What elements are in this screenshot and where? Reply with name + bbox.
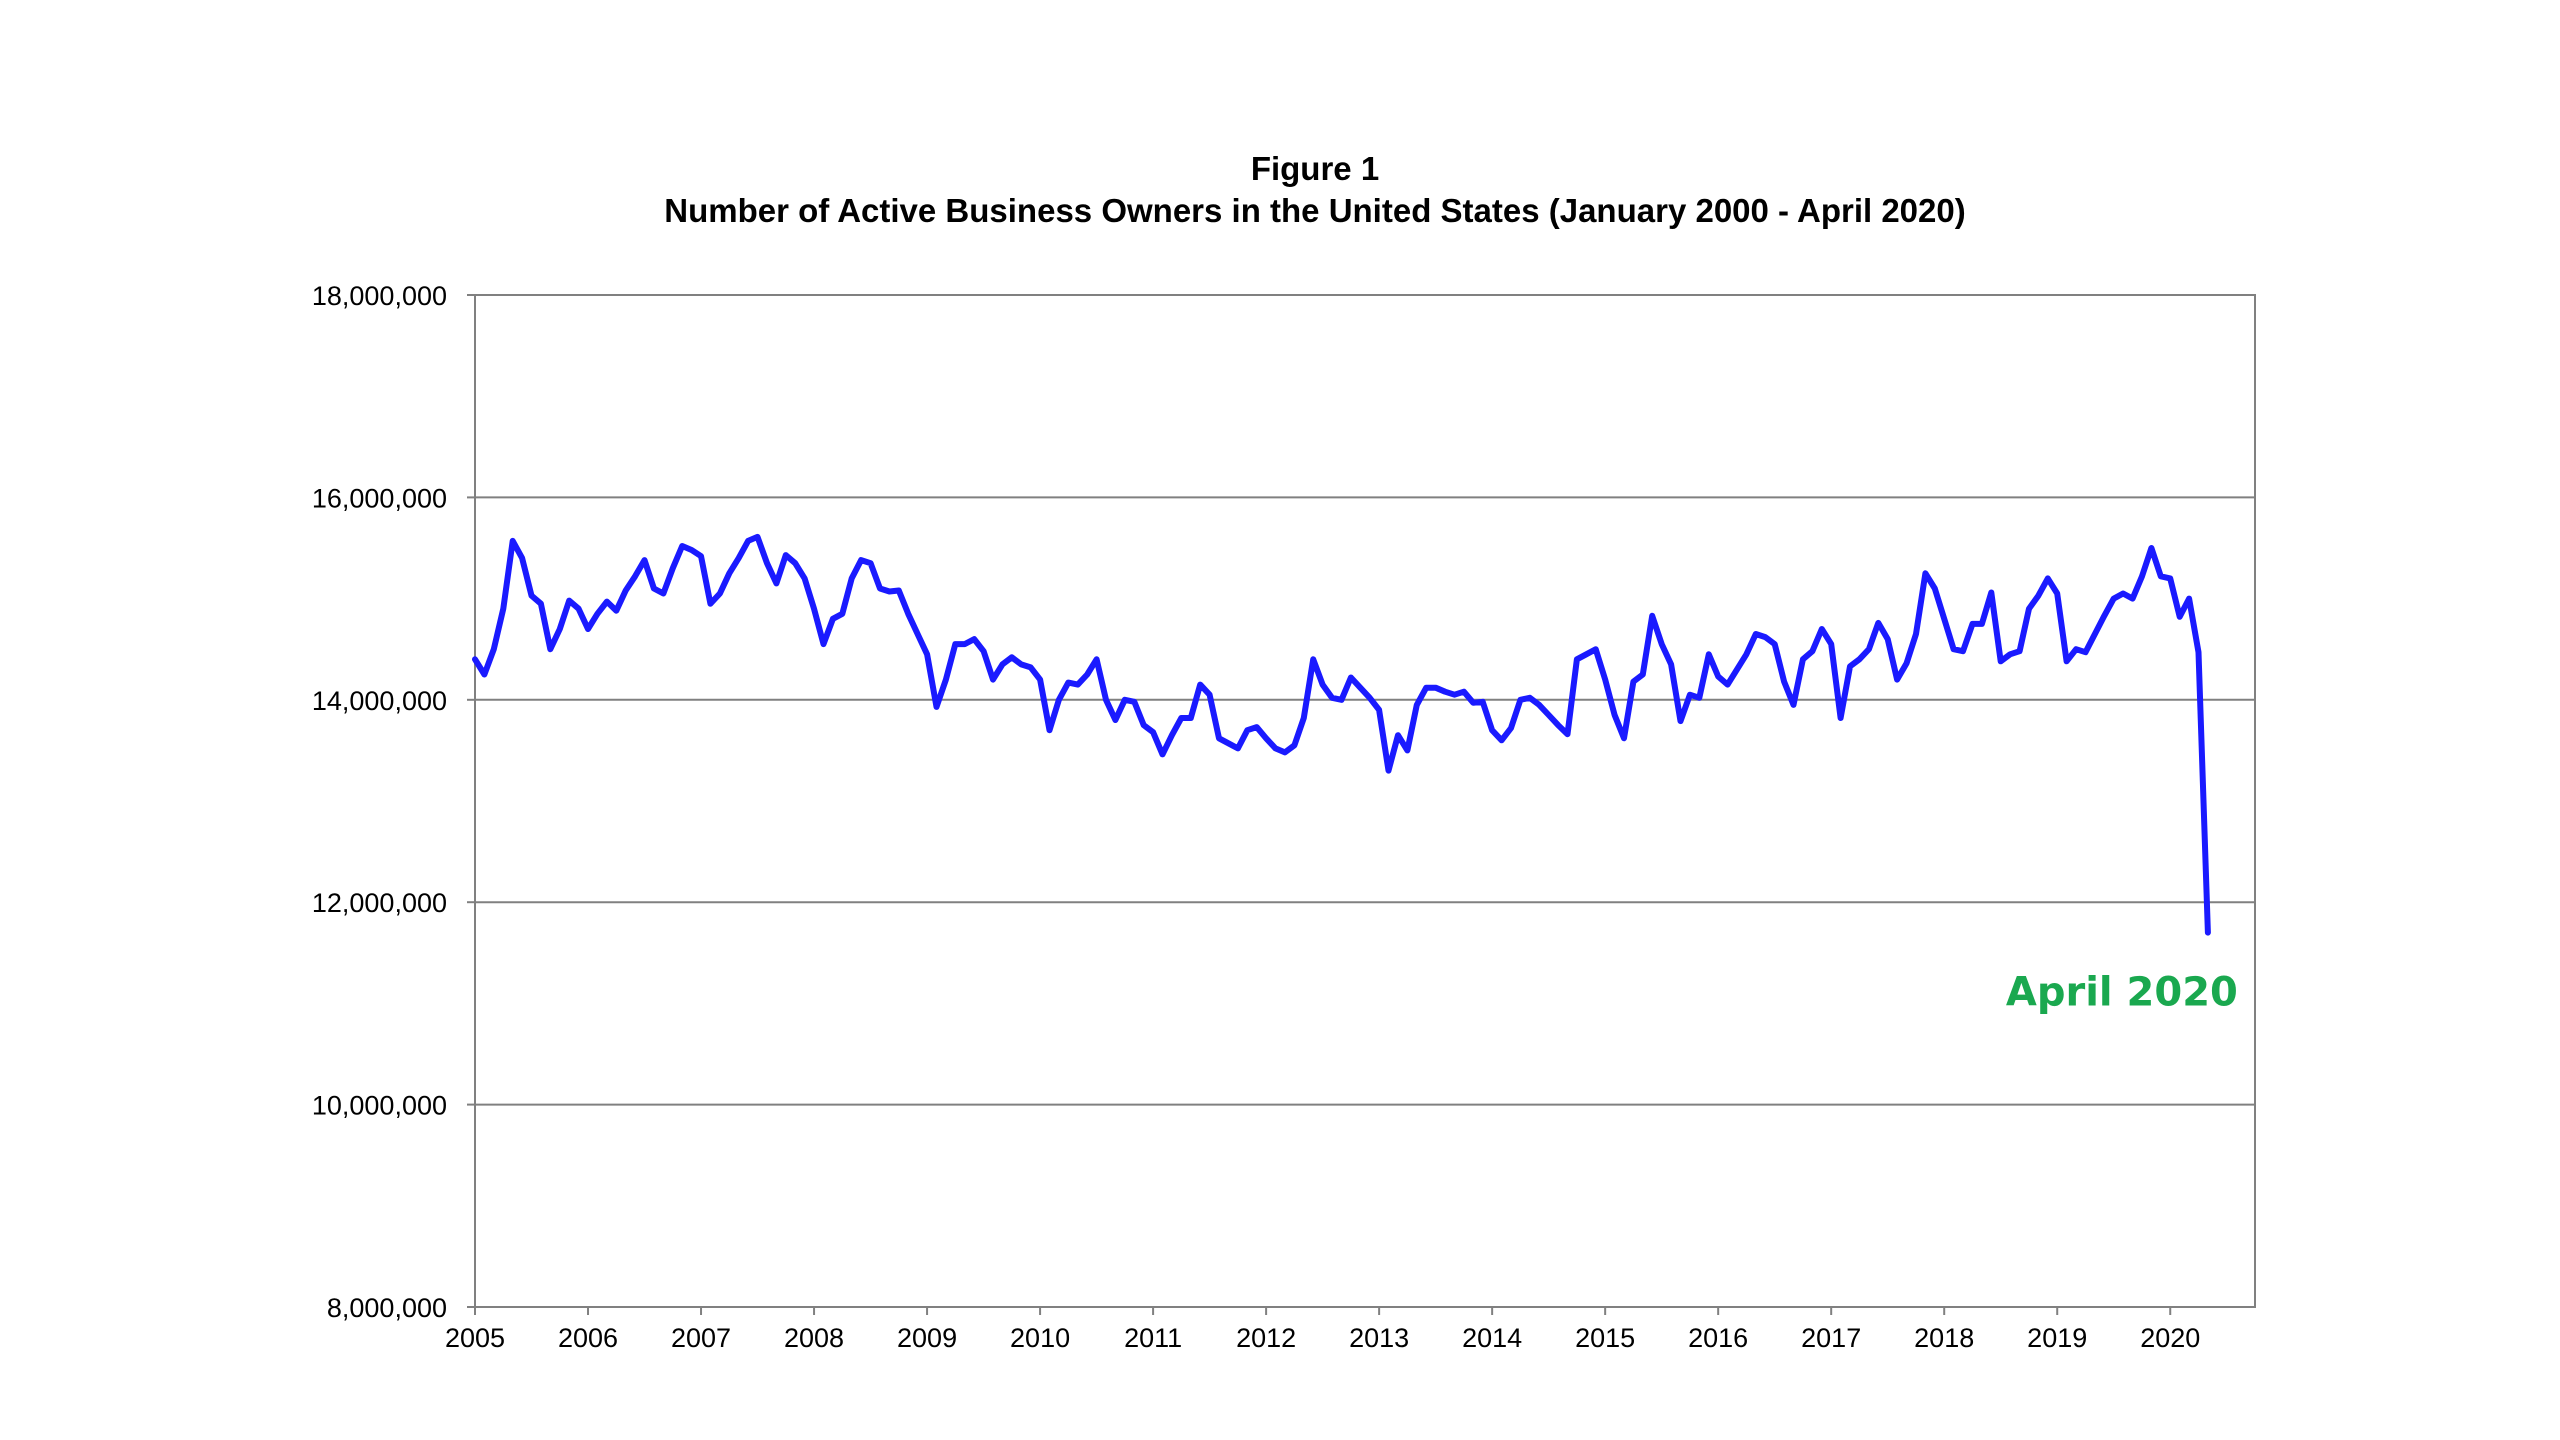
x-axis: 2005 2006 2007 2008 2009 2010 2011 2012 2013 2014… <box>445 1307 2200 1353</box>
series-line <box>472 533 2211 936</box>
gridlines <box>475 294 2255 1308</box>
x-tick-label: 2011 <box>1124 1323 1182 1353</box>
x-tick-label: 2009 <box>897 1323 957 1353</box>
y-axis: 8,000,000 10,000,000 12,000,000 14,000,000 1… <box>312 281 475 1323</box>
chart-title: Figure 1 <box>1251 150 1379 187</box>
series-group <box>472 533 2211 936</box>
y-tick-label: 8,000,000 <box>327 1293 447 1323</box>
y-tick-label: 12,000,000 <box>312 888 447 918</box>
y-tick-label: 10,000,000 <box>312 1091 447 1121</box>
x-tick-label: 2012 <box>1236 1323 1296 1353</box>
annotation-label: April 2020 <box>2006 970 2238 1016</box>
x-tick-label: 2006 <box>558 1323 618 1353</box>
x-tick-label: 2007 <box>671 1323 731 1353</box>
x-tick-label: 2008 <box>784 1323 844 1353</box>
y-tick-label: 14,000,000 <box>312 686 447 716</box>
x-tick-label: 2014 <box>1462 1323 1522 1353</box>
x-tick-label: 2018 <box>1914 1323 1974 1353</box>
x-tick-label: 2010 <box>1010 1323 1070 1353</box>
x-tick-label: 2015 <box>1575 1323 1635 1353</box>
x-tick-label: 2017 <box>1801 1323 1861 1353</box>
x-tick-label: 2016 <box>1688 1323 1748 1353</box>
chart-subtitle: Number of Active Business Owners in the … <box>664 192 1965 229</box>
x-tick-label: 2013 <box>1349 1323 1409 1353</box>
x-tick-label: 2019 <box>2027 1323 2087 1353</box>
x-tick-label: 2020 <box>2140 1323 2200 1353</box>
y-tick-label: 18,000,000 <box>312 281 447 311</box>
x-tick-label: 2005 <box>445 1323 505 1353</box>
y-tick-label: 16,000,000 <box>312 483 447 513</box>
plot-area <box>474 294 2256 1308</box>
